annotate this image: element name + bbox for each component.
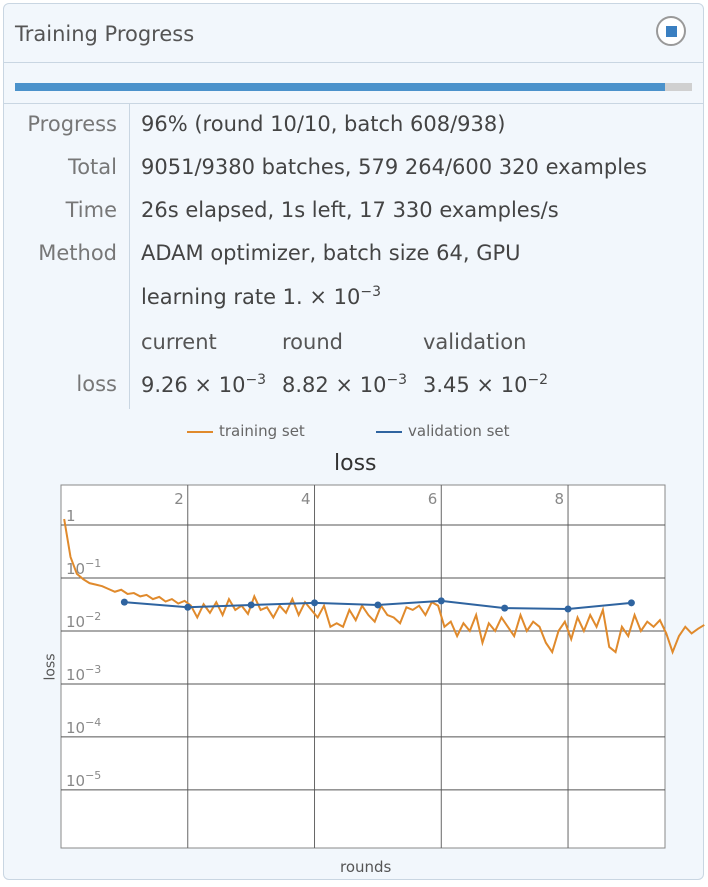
total-label: Total xyxy=(67,155,117,179)
panel-header: Training Progress xyxy=(4,4,703,63)
legend-validation: validation set xyxy=(376,422,510,440)
loss-header-round: round xyxy=(282,330,343,354)
method-label: Method xyxy=(38,241,117,265)
method-value: ADAM optimizer, batch size 64, GPU xyxy=(141,241,521,265)
validation-point xyxy=(564,605,572,613)
validation-point xyxy=(311,599,319,607)
legend-training: training set xyxy=(187,422,305,440)
loss-header-current: current xyxy=(141,330,217,354)
validation-point xyxy=(120,598,128,606)
loss-current: 9.26 × 10−3 xyxy=(141,372,267,397)
panel-title: Training Progress xyxy=(15,22,195,46)
x-axis-label: rounds xyxy=(340,858,392,876)
validation-point xyxy=(437,597,445,605)
total-value: 9051/9380 batches, 579 264/600 320 examp… xyxy=(141,155,647,179)
progress-value: 96% (round 10/10, batch 608/938) xyxy=(141,112,506,136)
validation-point xyxy=(501,604,509,612)
column-divider xyxy=(129,104,130,409)
legend-swatch-validation xyxy=(376,430,402,433)
divider xyxy=(4,103,703,104)
x-tick-label: 2 xyxy=(174,490,184,508)
y-tick-label: 1 xyxy=(66,507,76,525)
validation-point xyxy=(374,601,382,609)
training-loss-line xyxy=(63,518,705,655)
time-label: Time xyxy=(65,198,117,222)
learning-rate-text: learning rate 1. × 10 xyxy=(141,285,361,309)
validation-point xyxy=(247,601,255,609)
legend-swatch-training xyxy=(187,430,213,433)
stop-icon xyxy=(666,26,677,37)
x-tick-label: 8 xyxy=(554,490,564,508)
validation-point xyxy=(627,599,635,607)
learning-rate-exp: −3 xyxy=(360,284,382,300)
time-value: 26s elapsed, 1s left, 17 330 examples/s xyxy=(141,198,559,222)
loss-validation: 3.45 × 10−2 xyxy=(423,372,549,397)
progress-bar xyxy=(15,83,692,91)
stop-button[interactable] xyxy=(656,16,686,46)
learning-rate: learning rate 1. × 10−3 xyxy=(141,284,381,309)
x-tick-label: 6 xyxy=(428,490,438,508)
validation-point xyxy=(184,603,192,611)
chart-title: loss xyxy=(334,451,377,476)
loss-label: loss xyxy=(76,372,117,396)
progress-bar-fill xyxy=(15,83,665,91)
progress-label: Progress xyxy=(27,112,117,136)
loss-header-validation: validation xyxy=(423,330,527,354)
x-tick-label: 4 xyxy=(301,490,311,508)
plot-frame xyxy=(60,484,666,849)
loss-round: 8.82 × 10−3 xyxy=(282,372,408,397)
